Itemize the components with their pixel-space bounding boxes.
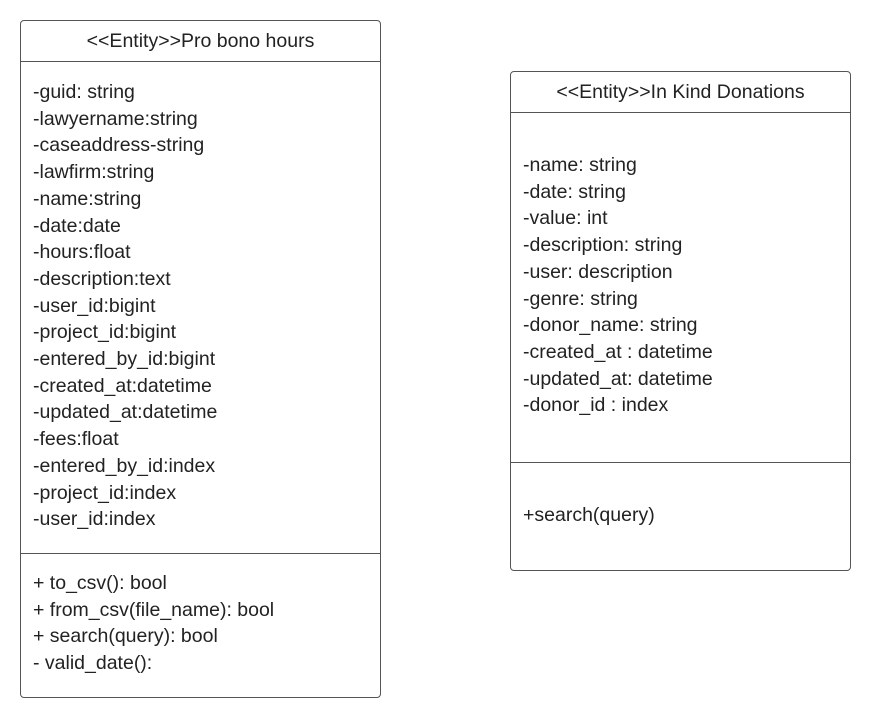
- attribute: -value: int: [523, 207, 608, 230]
- attribute: -lawyername:string: [33, 107, 198, 130]
- attributes-section: -guid: string -lawyername:string -casead…: [21, 79, 380, 533]
- attribute: -date:date: [33, 214, 121, 237]
- attribute: -date: string: [523, 180, 626, 203]
- operation: - valid_date():: [33, 652, 153, 675]
- attribute: -user: description: [523, 260, 673, 283]
- attribute: -guid: string: [33, 81, 135, 103]
- operation: + search(query): bool: [33, 625, 218, 648]
- attribute: -lawfirm:string: [33, 161, 155, 184]
- attribute: -genre: string: [523, 287, 638, 310]
- attribute: -entered_by_id:index: [33, 454, 216, 477]
- operation: + from_csv(file_name): bool: [33, 598, 275, 621]
- attribute: -created_at : datetime: [523, 340, 713, 363]
- attribute: -donor_id : index: [523, 394, 669, 417]
- attribute: -hours:float: [33, 241, 131, 264]
- attribute: -entered_by_id:bigint: [33, 348, 216, 371]
- class-title: <<Entity>>Pro bono hours: [21, 21, 380, 62]
- attribute: -user_id:bigint: [33, 294, 156, 317]
- attribute: -project_id:index: [33, 481, 177, 504]
- class-title: <<Entity>>In Kind Donations: [511, 72, 850, 113]
- attribute: -name:string: [33, 187, 142, 210]
- attribute: -project_id:bigint: [33, 321, 177, 344]
- operation: +search(query): [523, 504, 655, 526]
- attribute: -updated_at:datetime: [33, 401, 218, 424]
- operation: + to_csv(): bool: [33, 572, 167, 594]
- operations-section: + to_csv(): bool + from_csv(file_name): …: [21, 570, 380, 677]
- attribute: -name: string: [523, 154, 637, 176]
- attribute: -created_at:datetime: [33, 374, 212, 397]
- attribute: -description: string: [523, 234, 683, 257]
- attributes-section: -name: string -date: string -value: int …: [511, 152, 850, 419]
- attribute: -updated_at: datetime: [523, 367, 713, 390]
- class-pro-bono-hours[interactable]: <<Entity>>Pro bono hours -guid: string -…: [20, 20, 381, 698]
- attribute: -caseaddress-string: [33, 134, 205, 157]
- operations-section: +search(query): [511, 502, 850, 529]
- attribute: -description:text: [33, 267, 171, 290]
- attribute: -user_id:index: [33, 508, 156, 531]
- section-divider: [511, 462, 850, 463]
- section-divider: [21, 553, 380, 554]
- attribute: -donor_name: string: [523, 314, 698, 337]
- class-in-kind-donations[interactable]: <<Entity>>In Kind Donations -name: strin…: [510, 71, 851, 571]
- attribute: -fees:float: [33, 428, 119, 451]
